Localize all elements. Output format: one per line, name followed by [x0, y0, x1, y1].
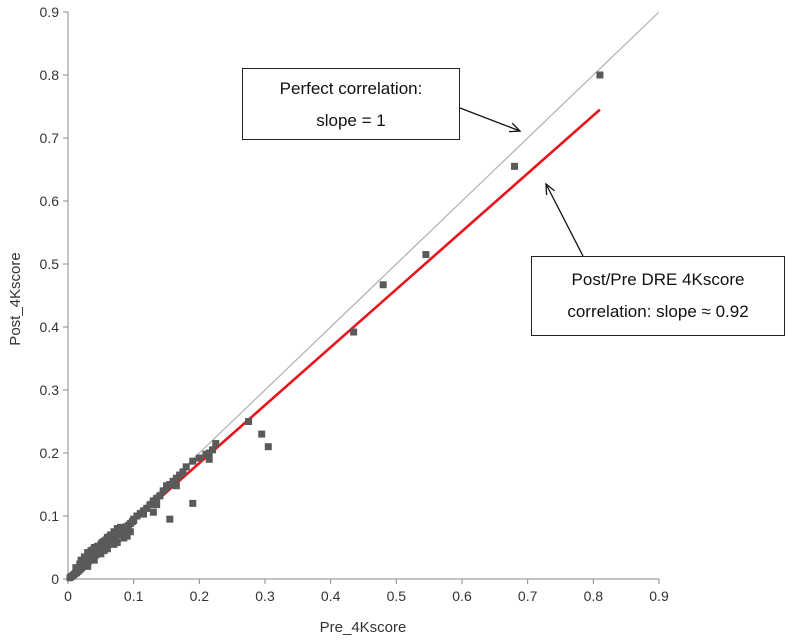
data-point [166, 515, 174, 523]
y-tick-label: 0.8 [40, 67, 60, 83]
x-tick-label: 0.6 [452, 588, 472, 604]
data-points [66, 71, 604, 582]
y-axis-title: Post_4Kscore [7, 252, 24, 345]
data-point [422, 251, 430, 259]
data-point [182, 463, 190, 471]
data-point [511, 162, 519, 170]
data-point [156, 492, 164, 500]
perfect-correlation-annotation: Perfect correlation: slope = 1 [242, 68, 460, 140]
y-tick-label: 0.9 [40, 4, 60, 20]
x-tick-label: 0 [64, 588, 72, 604]
y-tick-label: 0.7 [40, 130, 60, 146]
x-tick-label: 0.2 [190, 588, 210, 604]
data-point [102, 536, 110, 544]
x-tick-label: 0.3 [255, 588, 275, 604]
data-point [113, 538, 121, 546]
x-tick-label: 0.8 [584, 588, 604, 604]
data-point [120, 526, 128, 534]
y-tick-label: 0.5 [40, 256, 60, 272]
perfect-annotation-line1: Perfect correlation: [279, 79, 423, 98]
data-point [264, 443, 272, 451]
y-tick-label: 0.3 [40, 382, 60, 398]
data-point [205, 455, 213, 463]
arrow-shaft [545, 183, 584, 257]
perfect-annotation-line2: slope = 1 [316, 111, 386, 130]
data-point [89, 546, 97, 554]
data-point [596, 71, 604, 79]
y-tick-label: 0.6 [40, 193, 60, 209]
data-point [140, 510, 148, 518]
data-point [245, 418, 253, 425]
data-point [163, 482, 170, 490]
data-point [172, 482, 180, 490]
fit-annotation-line2: correlation: slope ≈ 0.92 [567, 302, 749, 321]
data-point [130, 515, 138, 523]
data-point [84, 562, 92, 570]
data-point [350, 328, 358, 336]
x-tick-label: 0.1 [124, 588, 144, 604]
data-point [208, 446, 216, 454]
y-tick-label: 0 [51, 571, 59, 587]
data-point [149, 508, 157, 516]
annotation-arrows [459, 107, 584, 257]
data-point [82, 554, 90, 562]
data-point [86, 550, 94, 558]
data-point [93, 544, 101, 551]
data-point [78, 557, 86, 565]
data-point [258, 430, 266, 438]
perfect-annotation-arrow [459, 107, 522, 133]
arrow-head [545, 182, 555, 196]
fit-correlation-annotation: Post/Pre DRE 4Kscore correlation: slope … [531, 256, 785, 336]
x-axis-title: Pre_4Kscore [320, 619, 407, 636]
data-point [379, 281, 387, 289]
data-point [106, 532, 114, 540]
y-tick-label: 0.2 [40, 445, 60, 461]
data-point [143, 504, 151, 512]
data-point [72, 564, 80, 572]
arrow-head [508, 122, 522, 133]
data-point [153, 501, 161, 509]
x-tick-label: 0.7 [518, 588, 538, 604]
data-point [123, 532, 131, 540]
data-point [189, 499, 197, 507]
fit-annotation-line1: Post/Pre DRE 4Kscore [571, 270, 745, 289]
data-point [126, 528, 134, 536]
data-point [98, 538, 106, 546]
arrow-shaft [459, 107, 521, 132]
data-point [146, 501, 154, 509]
x-tick-label: 0.5 [387, 588, 407, 604]
axes: 0 0.1 0.2 0.3 0.4 0.5 0.6 0.7 0.8 0.9 0 0.1 0.2 0.3 0.… [40, 4, 669, 604]
x-tick-label: 0.4 [321, 588, 341, 604]
data-point [90, 556, 98, 564]
data-point [195, 454, 203, 462]
y-tick-label: 0.1 [40, 508, 60, 524]
data-point [179, 468, 187, 476]
data-point [103, 545, 111, 553]
x-tick-label: 0.9 [649, 588, 669, 604]
data-point [212, 440, 220, 448]
fit-annotation-arrow [545, 182, 584, 257]
y-tick-label: 0.4 [40, 319, 60, 335]
data-point [189, 457, 197, 465]
